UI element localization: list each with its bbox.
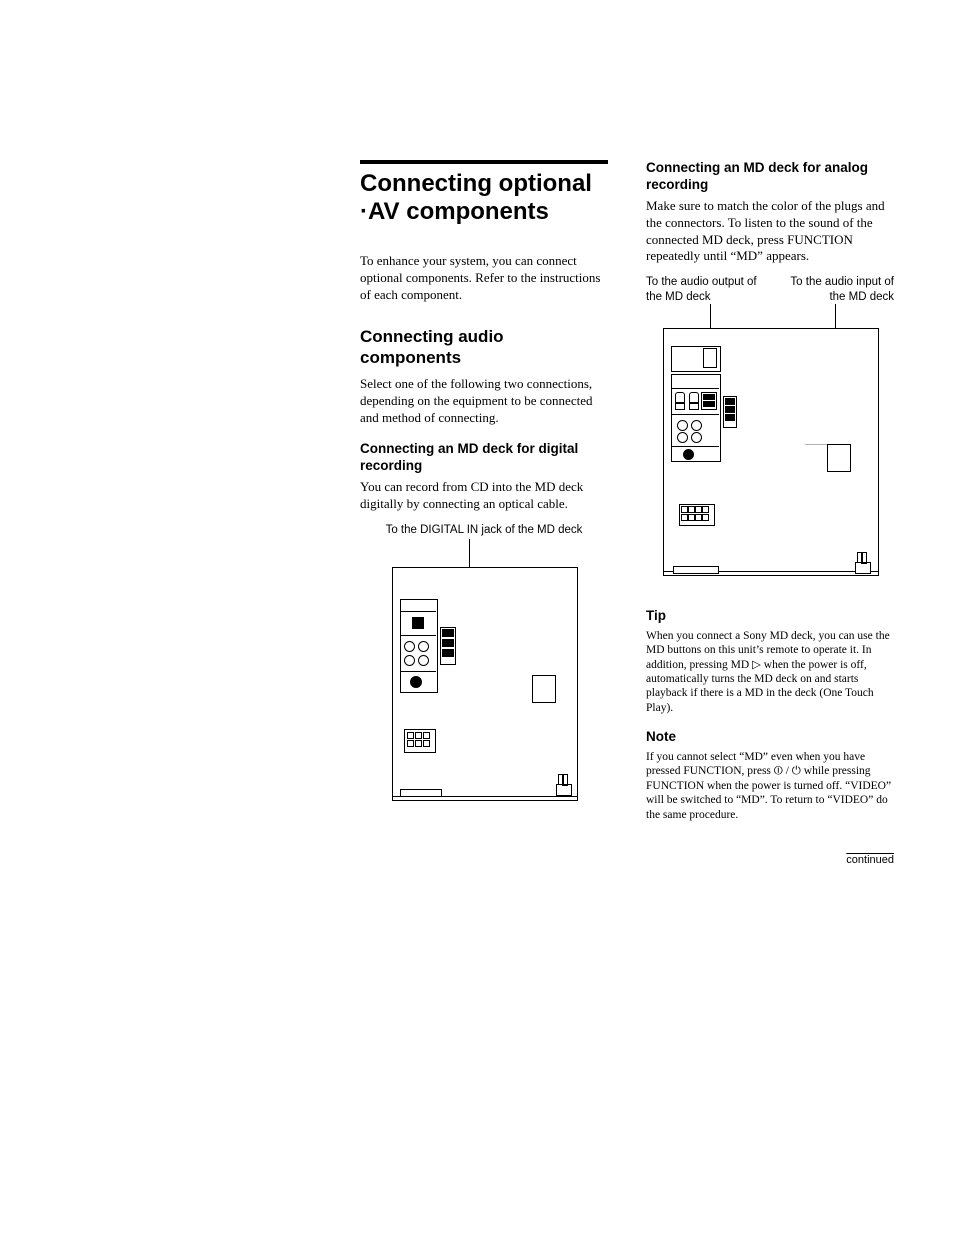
analog-captions: To the audio output of the MD deck To th…: [646, 275, 894, 304]
left-column: Connecting optional ·AV components To en…: [360, 160, 608, 866]
subheading-analog: Connecting an MD deck for analog recordi…: [646, 160, 894, 194]
digital-text: You can record from CD into the MD deck …: [360, 479, 608, 513]
audio-intro: Select one of the following two connecti…: [360, 376, 608, 427]
digital-caption: To the DIGITAL IN jack of the MD deck: [360, 523, 608, 537]
continued-label: continued: [646, 852, 894, 866]
diagram-analog: [655, 304, 885, 594]
section-heading-audio: Connecting audio components: [360, 326, 608, 369]
analog-text: Make sure to match the color of the plug…: [646, 198, 894, 266]
caption-audio-output: To the audio output of the MD deck: [646, 275, 760, 304]
note-heading: Note: [646, 729, 894, 746]
subheading-digital: Connecting an MD deck for digital record…: [360, 441, 608, 475]
note-text: If you cannot select “MD” even when you …: [646, 750, 894, 822]
caption-audio-input: To the audio input of the MD deck: [760, 275, 894, 304]
manual-page: Connecting optional ·AV components To en…: [0, 0, 954, 1233]
diagram-digital: [384, 539, 584, 819]
right-column: Connecting an MD deck for analog recordi…: [646, 160, 894, 866]
tip-text: When you connect a Sony MD deck, you can…: [646, 629, 894, 715]
tip-heading: Tip: [646, 608, 894, 625]
columns: Connecting optional ·AV components To en…: [360, 160, 894, 866]
intro-text: To enhance your system, you can connect …: [360, 253, 608, 304]
page-title: Connecting optional ·AV components: [360, 160, 608, 225]
